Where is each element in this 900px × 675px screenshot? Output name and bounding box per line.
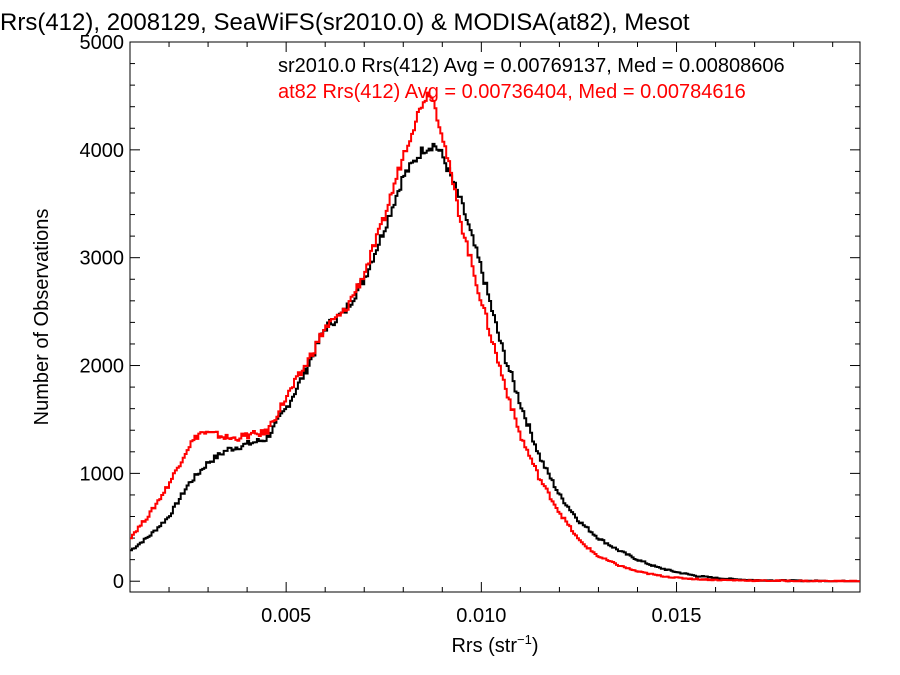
x-axis-label-text: Rrs (str xyxy=(451,635,517,657)
x-axis-ticks: 0.005 0.010 0.015 xyxy=(168,42,834,627)
x-tick-label: 0.005 xyxy=(261,605,311,627)
legend-entry-red: at82 Rrs(412) Avg = 0.00736404, Med = 0.… xyxy=(278,81,746,103)
x-axis-label: Rrs (str−1) xyxy=(451,632,538,657)
y-tick-label: 0 xyxy=(113,571,124,593)
y-tick-label: 5000 xyxy=(80,32,125,54)
y-tick-label: 1000 xyxy=(80,463,125,485)
x-tick-label: 0.015 xyxy=(651,605,701,627)
series-group xyxy=(130,91,860,583)
y-tick-label: 2000 xyxy=(80,356,125,378)
x-axis-label-superscript: −1 xyxy=(517,632,532,647)
series-line-at82 xyxy=(130,91,860,583)
chart-title: Rrs(412), 2008129, SeaWiFS(sr2010.0) & M… xyxy=(0,9,690,36)
y-axis-ticks: 0 1000 2000 3000 4000 5000 xyxy=(80,32,860,593)
plot-frame xyxy=(129,41,861,593)
y-tick-label: 3000 xyxy=(80,248,125,270)
x-axis-label-end: ) xyxy=(532,635,539,657)
legend-entry-black: sr2010.0 Rrs(412) Avg = 0.00769137, Med … xyxy=(278,55,785,77)
y-tick-label: 4000 xyxy=(80,140,125,162)
x-tick-label: 0.010 xyxy=(456,605,506,627)
y-axis-label: Number of Observations xyxy=(31,209,53,426)
series-line-sr2010.0 xyxy=(130,142,860,583)
